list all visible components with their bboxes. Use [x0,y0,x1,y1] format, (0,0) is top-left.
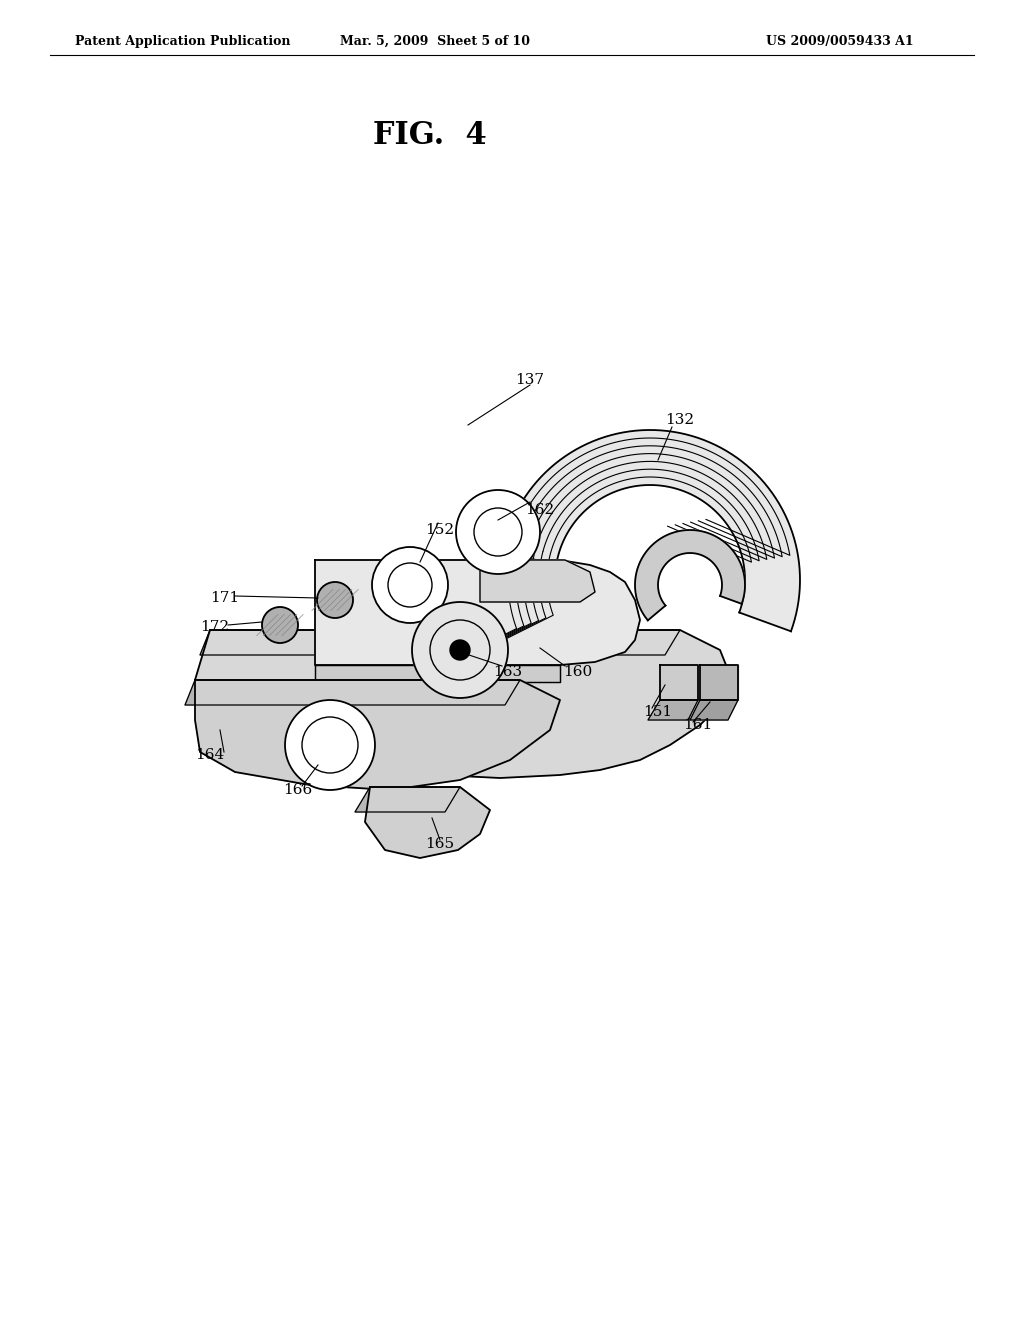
Text: 165: 165 [425,837,455,851]
Polygon shape [480,560,595,602]
Text: 137: 137 [515,374,545,387]
Text: 151: 151 [643,705,673,719]
Text: 152: 152 [425,523,455,537]
Polygon shape [503,430,800,631]
Polygon shape [200,630,680,655]
Polygon shape [365,787,490,858]
Circle shape [262,607,298,643]
Polygon shape [355,787,460,812]
Text: 166: 166 [284,783,312,797]
Text: FIG.  4: FIG. 4 [373,120,486,150]
Circle shape [450,640,470,660]
Polygon shape [648,700,698,719]
Text: US 2009/0059433 A1: US 2009/0059433 A1 [766,36,913,48]
Text: 160: 160 [563,665,593,678]
Polygon shape [185,680,520,705]
Polygon shape [690,700,738,719]
Polygon shape [700,665,738,700]
Text: Patent Application Publication: Patent Application Publication [75,36,291,48]
Text: Mar. 5, 2009  Sheet 5 of 10: Mar. 5, 2009 Sheet 5 of 10 [340,36,530,48]
Text: 162: 162 [525,503,555,517]
Text: 172: 172 [201,620,229,634]
Circle shape [456,490,540,574]
Circle shape [317,582,353,618]
Circle shape [285,700,375,789]
Text: 171: 171 [211,591,240,605]
Polygon shape [315,665,560,682]
Text: 132: 132 [666,413,694,426]
Circle shape [412,602,508,698]
Polygon shape [635,531,745,620]
Polygon shape [195,680,560,789]
Text: 164: 164 [196,748,224,762]
Text: 163: 163 [494,665,522,678]
Circle shape [372,546,449,623]
Polygon shape [195,630,730,777]
Polygon shape [315,560,640,665]
Text: 161: 161 [683,718,713,733]
Polygon shape [660,665,698,700]
